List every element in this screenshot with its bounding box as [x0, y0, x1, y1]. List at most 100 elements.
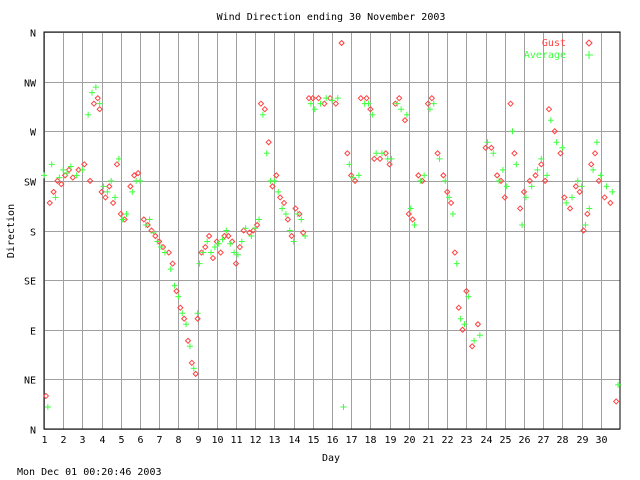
average-point: [211, 244, 218, 251]
gust-point: [357, 94, 365, 102]
gust-point: [58, 180, 65, 188]
average-point: [442, 177, 449, 184]
legend-marker-average: [585, 51, 593, 59]
gust-point: [566, 205, 574, 212]
gust-point: [382, 150, 389, 157]
average-point: [365, 100, 372, 107]
average-point: [593, 139, 600, 146]
gust-point: [321, 100, 328, 107]
gust-point: [507, 100, 514, 107]
average-point: [329, 97, 335, 104]
legend-label-gust: Gust: [542, 38, 566, 49]
average-point: [275, 188, 282, 195]
average-point: [175, 293, 182, 300]
gust-point: [98, 188, 105, 196]
gust-point: [405, 210, 413, 218]
average-point: [194, 310, 201, 317]
gust-point: [180, 315, 188, 322]
average-point: [586, 205, 593, 212]
average-point: [208, 249, 215, 256]
average-point: [430, 100, 437, 107]
x-tick-label: 22: [441, 435, 453, 446]
gust-point: [90, 100, 98, 107]
gust-point: [344, 150, 351, 157]
x-tick-label: 24: [480, 435, 492, 446]
x-tick-label: 14: [288, 435, 300, 446]
average-point: [446, 194, 453, 201]
average-point: [196, 260, 203, 267]
x-tick-label: 17: [345, 435, 357, 446]
gust-point: [576, 188, 583, 196]
gust-point: [165, 249, 173, 256]
average-point: [609, 188, 616, 195]
average-point: [271, 177, 278, 184]
average-point: [603, 183, 610, 190]
x-tick-label: 16: [326, 435, 338, 446]
average-point: [104, 188, 111, 195]
gust-point: [409, 216, 416, 223]
average-point: [411, 221, 418, 228]
average-point: [73, 172, 80, 179]
average-point: [453, 260, 460, 267]
gust-point: [595, 177, 603, 185]
gust-point: [572, 183, 580, 190]
average-point: [528, 183, 535, 190]
gust-point: [459, 326, 466, 333]
average-point: [538, 155, 545, 162]
gust-point: [94, 94, 101, 102]
x-tick-label: 9: [195, 435, 201, 446]
average-point: [323, 95, 330, 102]
average-point: [290, 238, 297, 245]
average-point: [263, 150, 270, 157]
gust-point: [415, 172, 422, 179]
average-point: [465, 293, 472, 300]
gust-point: [434, 150, 441, 157]
gust-point: [102, 194, 109, 201]
gust-point: [173, 287, 180, 295]
gust-point: [194, 315, 201, 322]
average-point: [569, 194, 575, 201]
x-tick-label: 10: [211, 435, 223, 446]
x-tick-label: 7: [156, 435, 162, 446]
x-axis-label: Day: [322, 453, 340, 464]
gust-point: [474, 321, 482, 328]
gust-point: [169, 260, 176, 267]
x-tick-label: 27: [537, 435, 549, 446]
y-tick-label: SW: [24, 178, 37, 189]
gust-point: [225, 232, 232, 240]
average-point: [158, 244, 165, 251]
x-tick-label: 15: [307, 435, 319, 446]
average-point: [238, 238, 245, 245]
average-point: [334, 95, 341, 102]
gust-point: [188, 359, 196, 367]
y-tick-label: N: [30, 426, 36, 437]
x-tick-label: 28: [556, 435, 568, 446]
average-point: [522, 194, 529, 201]
gust-point: [81, 161, 88, 168]
gust-point: [386, 161, 393, 168]
average-point: [426, 106, 433, 113]
gust-point: [284, 216, 292, 223]
chart-title: Wind Direction ending 30 November 2003: [217, 12, 446, 23]
average-point: [311, 106, 318, 113]
average-point: [302, 233, 309, 240]
data-points: [41, 39, 622, 410]
x-axis-ticks: 1 2 3 4 5 6 7 8 9 10 11 12 13 14 15 16 17 18 19 20 21 22 23 24 2…: [41, 435, 607, 446]
x-tick-label: 13: [268, 435, 280, 446]
y-tick-label: NW: [24, 79, 37, 90]
average-point: [219, 236, 226, 243]
gust-point: [86, 177, 94, 185]
x-tick-label: 5: [118, 435, 124, 446]
gust-point: [424, 100, 432, 107]
gust-point: [463, 287, 470, 295]
average-point: [100, 183, 107, 190]
average-point: [200, 249, 207, 256]
gust-point: [482, 144, 489, 151]
average-point: [248, 233, 255, 240]
gust-point: [511, 150, 518, 157]
average-point: [161, 249, 168, 256]
gust-point: [209, 254, 217, 262]
average-point: [373, 150, 380, 157]
gust-point: [184, 337, 192, 344]
